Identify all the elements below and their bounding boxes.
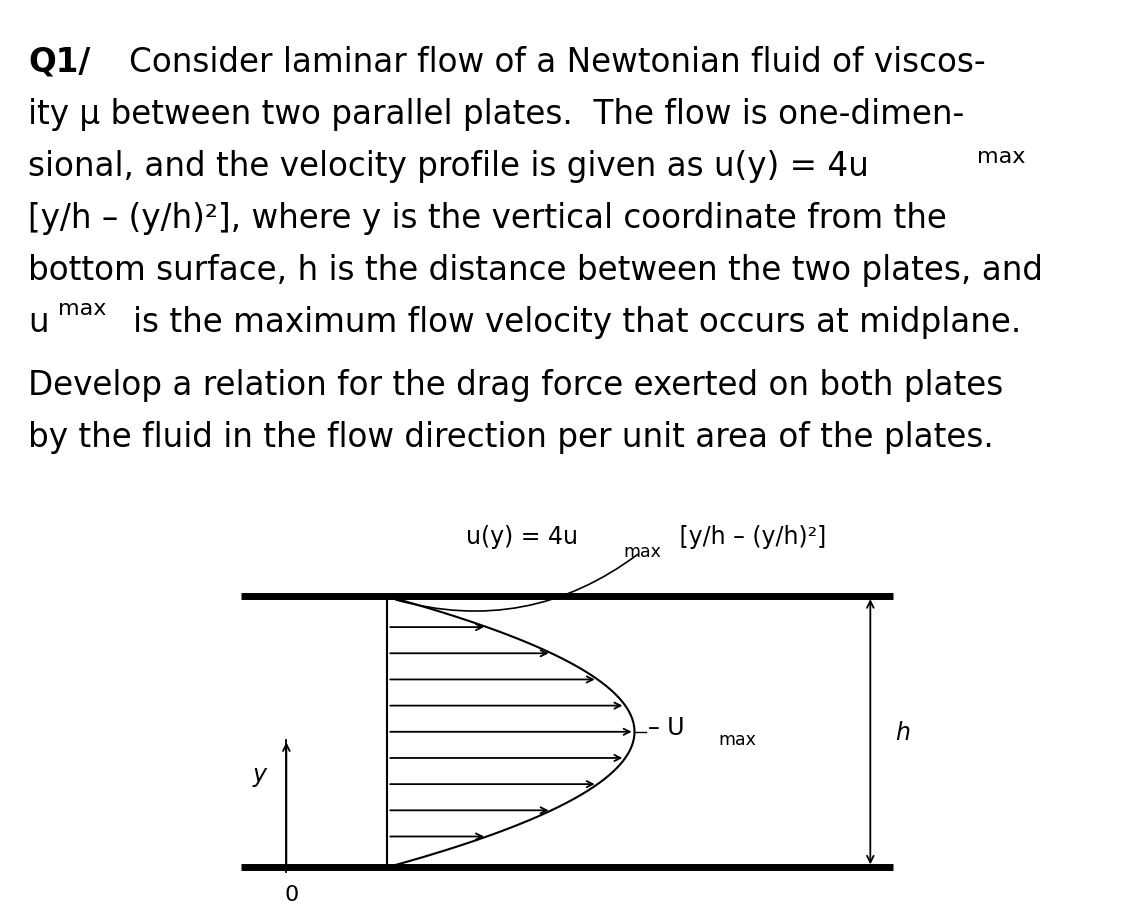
Text: – U: – U (648, 715, 685, 740)
Text: [y/h – (y/h)²], where y is the vertical coordinate from the: [y/h – (y/h)²], where y is the vertical … (28, 201, 947, 234)
Text: max: max (977, 147, 1025, 167)
Text: Consider laminar flow of a Newtonian fluid of viscos-: Consider laminar flow of a Newtonian flu… (129, 46, 986, 78)
Text: h: h (895, 720, 910, 744)
Text: ity μ between two parallel plates.  The flow is one-dimen-: ity μ between two parallel plates. The f… (28, 97, 965, 130)
Text: max: max (623, 542, 661, 560)
Text: u(y) = 4u: u(y) = 4u (466, 525, 578, 548)
Text: max: max (719, 731, 757, 748)
Text: u: u (28, 305, 48, 338)
Text: is the maximum flow velocity that occurs at midplane.: is the maximum flow velocity that occurs… (133, 305, 1021, 338)
Text: y: y (253, 763, 266, 786)
Text: sional, and the velocity profile is given as u(y) = 4u: sional, and the velocity profile is give… (28, 149, 869, 182)
Text: Q1/: Q1/ (28, 46, 90, 78)
Text: by the fluid in the flow direction per unit area of the plates.: by the fluid in the flow direction per u… (28, 421, 994, 454)
Text: max: max (58, 299, 107, 319)
Text: Develop a relation for the drag force exerted on both plates: Develop a relation for the drag force ex… (28, 369, 1003, 402)
Text: [y/h – (y/h)²]: [y/h – (y/h)²] (672, 525, 825, 548)
Text: bottom surface, h is the distance between the two plates, and: bottom surface, h is the distance betwee… (28, 253, 1043, 286)
Text: 0: 0 (285, 884, 299, 904)
